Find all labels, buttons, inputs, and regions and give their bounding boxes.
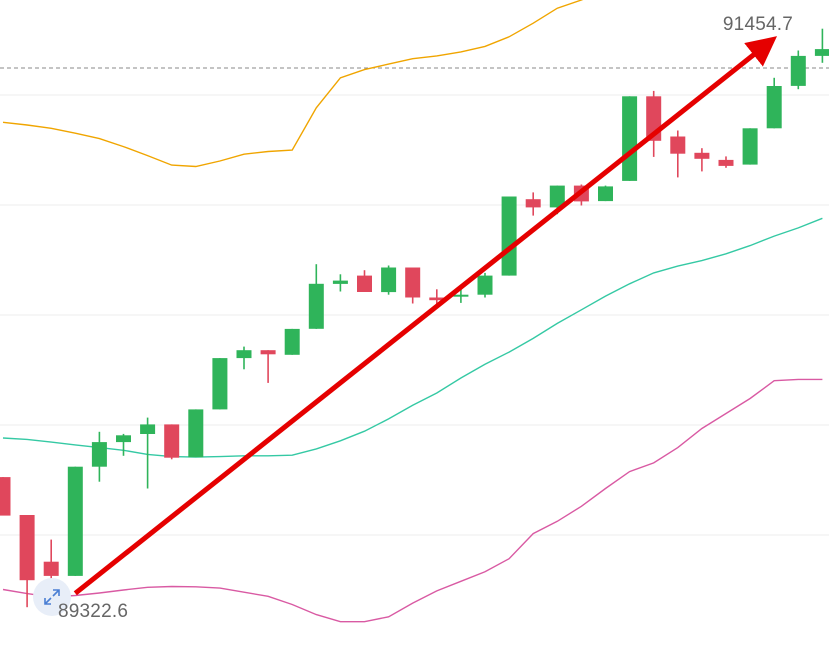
candle (19, 515, 35, 608)
candle-body (405, 267, 421, 298)
candle (742, 128, 758, 165)
candle-body (164, 424, 180, 458)
candle-body (429, 297, 445, 301)
trend-arrow (73, 36, 778, 596)
candle-body (814, 49, 829, 56)
candle (622, 96, 638, 181)
candle (236, 346, 252, 370)
candle-body (212, 358, 228, 410)
candle-body (19, 515, 35, 581)
candle-body (790, 55, 806, 86)
candle-body (260, 350, 276, 355)
candle-body (0, 477, 11, 516)
grid-lines (0, 94, 829, 536)
candle (164, 424, 180, 460)
candle (116, 433, 131, 456)
candle-body (116, 435, 131, 443)
candle-body (477, 275, 493, 295)
expand-icon (44, 589, 60, 605)
candle-body (549, 185, 565, 208)
candle (790, 50, 806, 90)
expand-button[interactable] (33, 578, 71, 616)
candle (140, 417, 156, 489)
candle (308, 264, 324, 329)
min-price-label: 89322.6 (58, 601, 129, 622)
candle-body (67, 466, 83, 576)
candle-body (598, 186, 613, 202)
candle (718, 156, 734, 168)
candle (91, 431, 107, 482)
candle-body (766, 86, 782, 129)
candle-body (236, 350, 252, 359)
candle (814, 28, 829, 63)
candle-body (308, 283, 324, 329)
middle-band-line (2, 217, 823, 458)
candles (0, 28, 829, 608)
candle-body (91, 442, 107, 467)
candle (694, 148, 710, 172)
candle (332, 274, 348, 292)
candle-body (525, 199, 541, 208)
candle (429, 289, 445, 306)
candle-body (188, 409, 204, 458)
candle (598, 185, 613, 202)
candle (188, 409, 204, 458)
candle (357, 270, 372, 292)
candle-body (622, 96, 638, 181)
candle (381, 265, 397, 295)
candle-body (43, 561, 59, 576)
candle-body (718, 159, 734, 166)
candle-body (381, 267, 397, 293)
candle (405, 267, 421, 304)
candle (766, 77, 782, 129)
candle (260, 350, 276, 383)
candle-body (140, 424, 156, 434)
candle (212, 358, 228, 410)
candle-body (670, 136, 686, 154)
candle-body (501, 196, 517, 276)
candle (0, 477, 11, 516)
candle-body (357, 275, 372, 292)
upper-band-line (2, 0, 584, 168)
bollinger-bands (2, 0, 823, 623)
max-price-label: 91454.7 (722, 14, 793, 35)
candle (670, 130, 686, 178)
candle (525, 192, 541, 216)
candle-body (332, 280, 348, 284)
trend-arrow-group (73, 36, 778, 596)
candle-body (742, 128, 758, 165)
candle (67, 466, 83, 576)
candle-body (453, 294, 469, 297)
candle (43, 539, 59, 584)
candle (501, 196, 517, 276)
candle-body (284, 328, 300, 355)
candle (646, 90, 662, 157)
candle (284, 328, 300, 355)
lower-band-line (2, 378, 823, 623)
candle (477, 272, 493, 298)
candle-body (694, 152, 710, 159)
